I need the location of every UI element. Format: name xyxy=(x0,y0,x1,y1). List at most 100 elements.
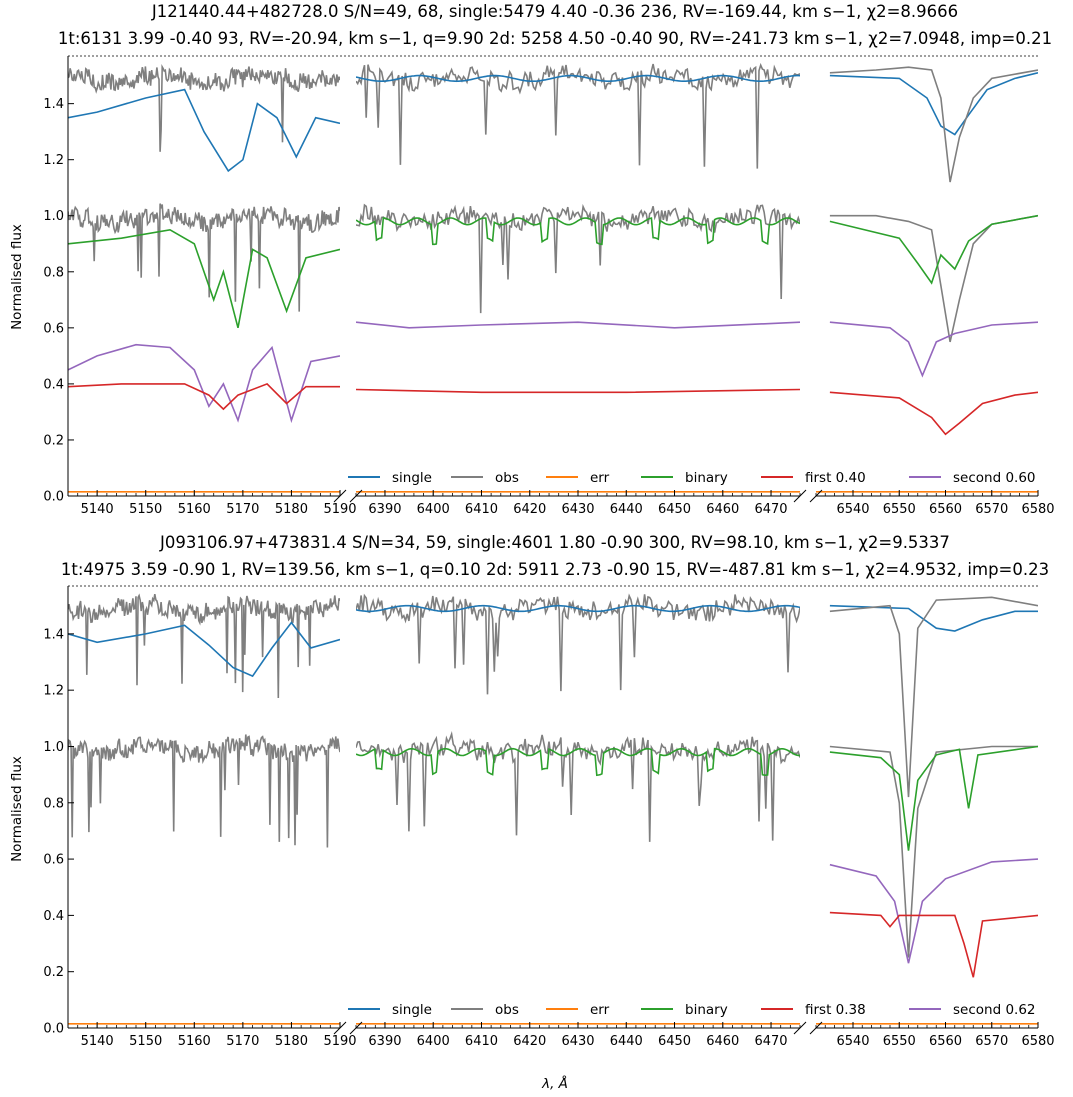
y-tick-label: 1.0 xyxy=(43,209,64,224)
x-tick-label: 5180 xyxy=(275,502,308,517)
x-tick-label: 6470 xyxy=(754,1034,787,1049)
legend: single obs err binary first 0.40 second 0.60 xyxy=(348,470,1036,486)
segment-lines xyxy=(356,593,800,1025)
first-line xyxy=(68,382,340,411)
break-mark xyxy=(809,489,823,503)
binary-line xyxy=(356,217,800,246)
axis-break xyxy=(793,489,823,503)
x-tick-label: 5190 xyxy=(323,1034,356,1049)
single-line xyxy=(356,604,800,613)
obs-line xyxy=(68,64,340,152)
break-mark xyxy=(333,1021,347,1035)
legend-label-first: first 0.40 xyxy=(805,470,866,486)
panel-top: J121440.44+482728.0 S/N=49, 68, single:5… xyxy=(43,2,1054,517)
panel-title-line1: J121440.44+482728.0 S/N=49, 68, single:5… xyxy=(151,2,958,21)
second-line xyxy=(68,343,340,424)
x-tick-label: 6400 xyxy=(417,502,450,517)
legend-label-binary: binary xyxy=(685,1002,728,1018)
y-axis-label: Normalised flux xyxy=(9,224,25,330)
second-line xyxy=(356,321,800,329)
panel-bottom: J093106.97+473831.4 S/N=34, 59, single:4… xyxy=(43,533,1054,1049)
second-line xyxy=(829,858,1038,964)
y-axis-label: Normalised flux xyxy=(9,756,25,862)
binary-line xyxy=(356,747,800,777)
x-tick-label: 5160 xyxy=(178,502,211,517)
first-line xyxy=(356,388,800,394)
legend-label-first: first 0.38 xyxy=(805,1002,866,1018)
x-tick-label: 6390 xyxy=(368,502,401,517)
x-tick-label: 5140 xyxy=(81,1034,114,1049)
y-tick-label: 0.6 xyxy=(43,853,64,868)
x-tick-label: 6540 xyxy=(836,502,869,517)
legend-label-obs: obs xyxy=(495,1002,519,1018)
obs-line xyxy=(68,734,340,848)
x-tick-label: 5160 xyxy=(178,1034,211,1049)
segment-lines xyxy=(356,62,800,493)
x-tick-label: 6440 xyxy=(610,502,643,517)
segment-1: 6390 6400 6410 6420 6430 6440 6450 6460 6470 xyxy=(355,62,801,517)
first-line xyxy=(829,391,1038,436)
x-tick-label: 6570 xyxy=(975,1034,1008,1049)
obs-line xyxy=(356,731,800,842)
axis-break xyxy=(793,1021,823,1035)
y-tick-label: 0.8 xyxy=(43,265,64,280)
break-mark xyxy=(349,1021,363,1035)
x-tick-label: 5180 xyxy=(275,1034,308,1049)
x-tick-label: 6450 xyxy=(658,502,691,517)
x-tick-label: 6540 xyxy=(836,1034,869,1049)
x-tick-label: 5170 xyxy=(226,1034,259,1049)
x-tick-label: 6460 xyxy=(706,1034,739,1049)
x-tick-label: 6560 xyxy=(929,1034,962,1049)
x-tick-label: 6570 xyxy=(975,502,1008,517)
y-tick-label: 0.0 xyxy=(43,490,64,505)
binary-line xyxy=(68,228,340,329)
break-mark xyxy=(349,489,363,503)
x-tick-label: 6430 xyxy=(561,1034,594,1049)
obs-line xyxy=(829,214,1038,343)
break-mark xyxy=(333,489,347,503)
obs-line xyxy=(829,745,1038,958)
y-tick-label: 0.0 xyxy=(43,1022,64,1037)
x-tick-label: 6420 xyxy=(513,1034,546,1049)
segment-0: 5140 5150 5160 5170 5180 5190 0.0 0.2 0.4 0.6 0.8 1… xyxy=(43,56,357,517)
obs-line xyxy=(356,62,800,169)
x-tick-label: 6580 xyxy=(1021,1034,1054,1049)
single-line xyxy=(68,88,340,173)
x-tick-label: 5170 xyxy=(226,502,259,517)
x-tick-label: 6390 xyxy=(368,1034,401,1049)
legend-label-binary: binary xyxy=(685,470,728,486)
segment-1: 6390 6400 6410 6420 6430 6440 6450 6460 6470 xyxy=(355,593,801,1049)
legend: single obs err binary first 0.38 second 0.62 xyxy=(348,1002,1036,1018)
x-tick-label: 6470 xyxy=(754,502,787,517)
single-line xyxy=(829,604,1038,632)
x-tick-label: 5150 xyxy=(129,1034,162,1049)
legend-label-obs: obs xyxy=(495,470,519,486)
single-line xyxy=(829,72,1038,136)
y-tick-label: 0.6 xyxy=(43,321,64,336)
y-tick-label: 1.0 xyxy=(43,740,64,755)
segment-0: 5140 5150 5160 5170 5180 5190 0.0 0.2 0.4 0.6 0.8 1… xyxy=(43,586,357,1049)
y-tick-label: 0.4 xyxy=(43,909,64,924)
segment-2: 6540 6550 6560 6570 6580 xyxy=(815,596,1055,1049)
x-tick-label: 6430 xyxy=(561,502,594,517)
y-tick-label: 1.2 xyxy=(43,153,64,168)
y-tick-label: 1.4 xyxy=(43,627,64,642)
break-mark xyxy=(793,489,807,503)
x-tick-label: 6440 xyxy=(610,1034,643,1049)
axis-break xyxy=(333,1021,363,1035)
x-tick-label: 6560 xyxy=(929,502,962,517)
single-line xyxy=(68,621,340,678)
y-tick-label: 0.2 xyxy=(43,433,64,448)
x-tick-label: 6460 xyxy=(706,502,739,517)
x-tick-label: 6450 xyxy=(658,1034,691,1049)
binary-line xyxy=(829,214,1038,285)
panel-title-line2: 1t:4975 3.59 -0.90 1, RV=139.56, km s−1,… xyxy=(61,560,1049,579)
binary-line xyxy=(829,745,1038,851)
y-tick-label: 1.2 xyxy=(43,684,64,699)
legend-label-second: second 0.62 xyxy=(953,1002,1036,1018)
second-line xyxy=(829,321,1038,378)
y-tick-label: 0.2 xyxy=(43,965,64,980)
panel-title-line2: 1t:6131 3.99 -0.40 93, RV=-20.94, km s−1… xyxy=(58,29,1052,48)
segment-lines xyxy=(816,66,1038,493)
